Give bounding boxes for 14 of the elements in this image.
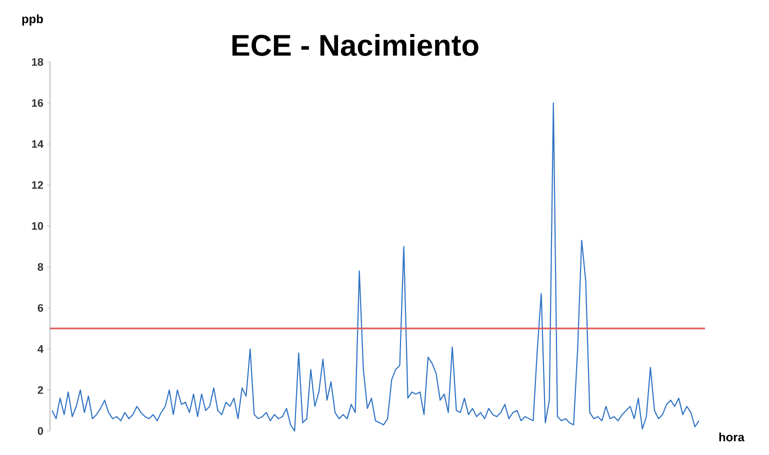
y-tick-label: 10 — [32, 222, 44, 230]
y-tick-label: 16 — [32, 99, 44, 107]
y-tick-label: 12 — [32, 181, 44, 189]
y-tick-label: 18 — [32, 58, 44, 66]
y-tick-label: 4 — [38, 345, 44, 353]
line-series — [51, 102, 700, 432]
x-axis-title: hora — [719, 432, 744, 442]
y-tick-label: 8 — [38, 263, 44, 271]
chart-title: ECE - Nacimiento — [232, 34, 478, 56]
y-tick-label: 2 — [38, 386, 44, 394]
y-tick-label: 6 — [38, 304, 44, 312]
y-axis-title: ppb — [22, 14, 43, 26]
y-tick-label: 14 — [32, 140, 44, 148]
y-tick-label: 0 — [38, 427, 44, 435]
